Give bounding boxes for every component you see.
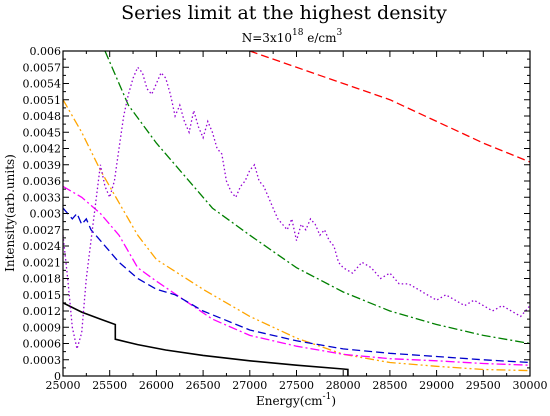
y-tick-label: 0.0045 bbox=[23, 126, 62, 139]
x-tick-label: 29000 bbox=[419, 379, 454, 392]
x-tick-label: 27500 bbox=[279, 379, 314, 392]
y-tick-label: 0.0042 bbox=[23, 143, 62, 156]
y-tick-label: 0.0027 bbox=[23, 224, 62, 237]
series-line-1 bbox=[63, 302, 349, 376]
y-tick-label: 0.006 bbox=[30, 45, 62, 58]
x-tick-label: 29500 bbox=[466, 379, 501, 392]
y-tick-label: 0.0018 bbox=[23, 273, 62, 286]
x-axis-label: Energy(cm-1) bbox=[256, 392, 336, 408]
x-tick-label: 25500 bbox=[92, 379, 127, 392]
x-tick-label: 26500 bbox=[186, 379, 221, 392]
x-axis-label-text: Energy(cm bbox=[256, 394, 323, 408]
y-tick-label: 0.0012 bbox=[23, 305, 62, 318]
y-tick-label: 0 bbox=[54, 370, 61, 383]
series-line-4 bbox=[63, 99, 530, 372]
x-tick-label: 25000 bbox=[46, 379, 81, 392]
y-tick-label: 0.0039 bbox=[23, 159, 62, 172]
y-tick-label: 0.0036 bbox=[23, 175, 62, 188]
plot-frame bbox=[62, 50, 531, 377]
subtitle-prefix: N=3x10 bbox=[242, 31, 292, 45]
chart-title: Series limit at the highest density bbox=[121, 2, 447, 24]
x-axis-label-exponent: -1 bbox=[323, 392, 332, 402]
series-line-3 bbox=[104, 51, 530, 345]
y-tick-label: 0.0009 bbox=[23, 321, 62, 334]
y-tick-label: 0.0003 bbox=[23, 354, 62, 367]
x-tick-label: 30000 bbox=[513, 379, 548, 392]
y-tick-label: 0.0054 bbox=[23, 78, 62, 91]
subtitle-exponent: 18 bbox=[292, 28, 304, 38]
y-tick-label: 0.0048 bbox=[23, 110, 62, 123]
series-line-7 bbox=[63, 66, 530, 350]
x-axis-label-suffix: ) bbox=[331, 394, 336, 408]
x-tick-label: 26000 bbox=[139, 379, 174, 392]
y-tick-label: 0.0033 bbox=[23, 191, 62, 204]
series-layer bbox=[63, 51, 530, 376]
y-tick-label: 0.0057 bbox=[23, 61, 62, 74]
chart-subtitle: N=3x1018 e/cm3 bbox=[242, 28, 343, 45]
subtitle-unit: e/cm bbox=[303, 31, 337, 45]
subtitle-unit-exponent: 3 bbox=[337, 28, 343, 38]
x-tick-label: 28000 bbox=[326, 379, 361, 392]
series-line-2 bbox=[249, 51, 530, 163]
series-line-6 bbox=[63, 207, 530, 364]
ticks-layer: 25000 25500 26000 26500 27000 27500 28000 28500… bbox=[23, 45, 548, 392]
y-tick-label: 0.0015 bbox=[23, 289, 62, 302]
y-axis-label: Intensity(arb.units) bbox=[3, 154, 17, 272]
y-tick-label: 0.003 bbox=[30, 208, 62, 221]
y-tick-label: 0.0024 bbox=[23, 240, 62, 253]
y-tick-label: 0.0051 bbox=[23, 94, 62, 107]
y-tick-label: 0.0006 bbox=[23, 338, 62, 351]
x-tick-label: 28500 bbox=[372, 379, 407, 392]
y-tick-label: 0.0021 bbox=[23, 256, 62, 269]
x-tick-label: 27000 bbox=[232, 379, 267, 392]
series-line-5 bbox=[63, 185, 530, 366]
